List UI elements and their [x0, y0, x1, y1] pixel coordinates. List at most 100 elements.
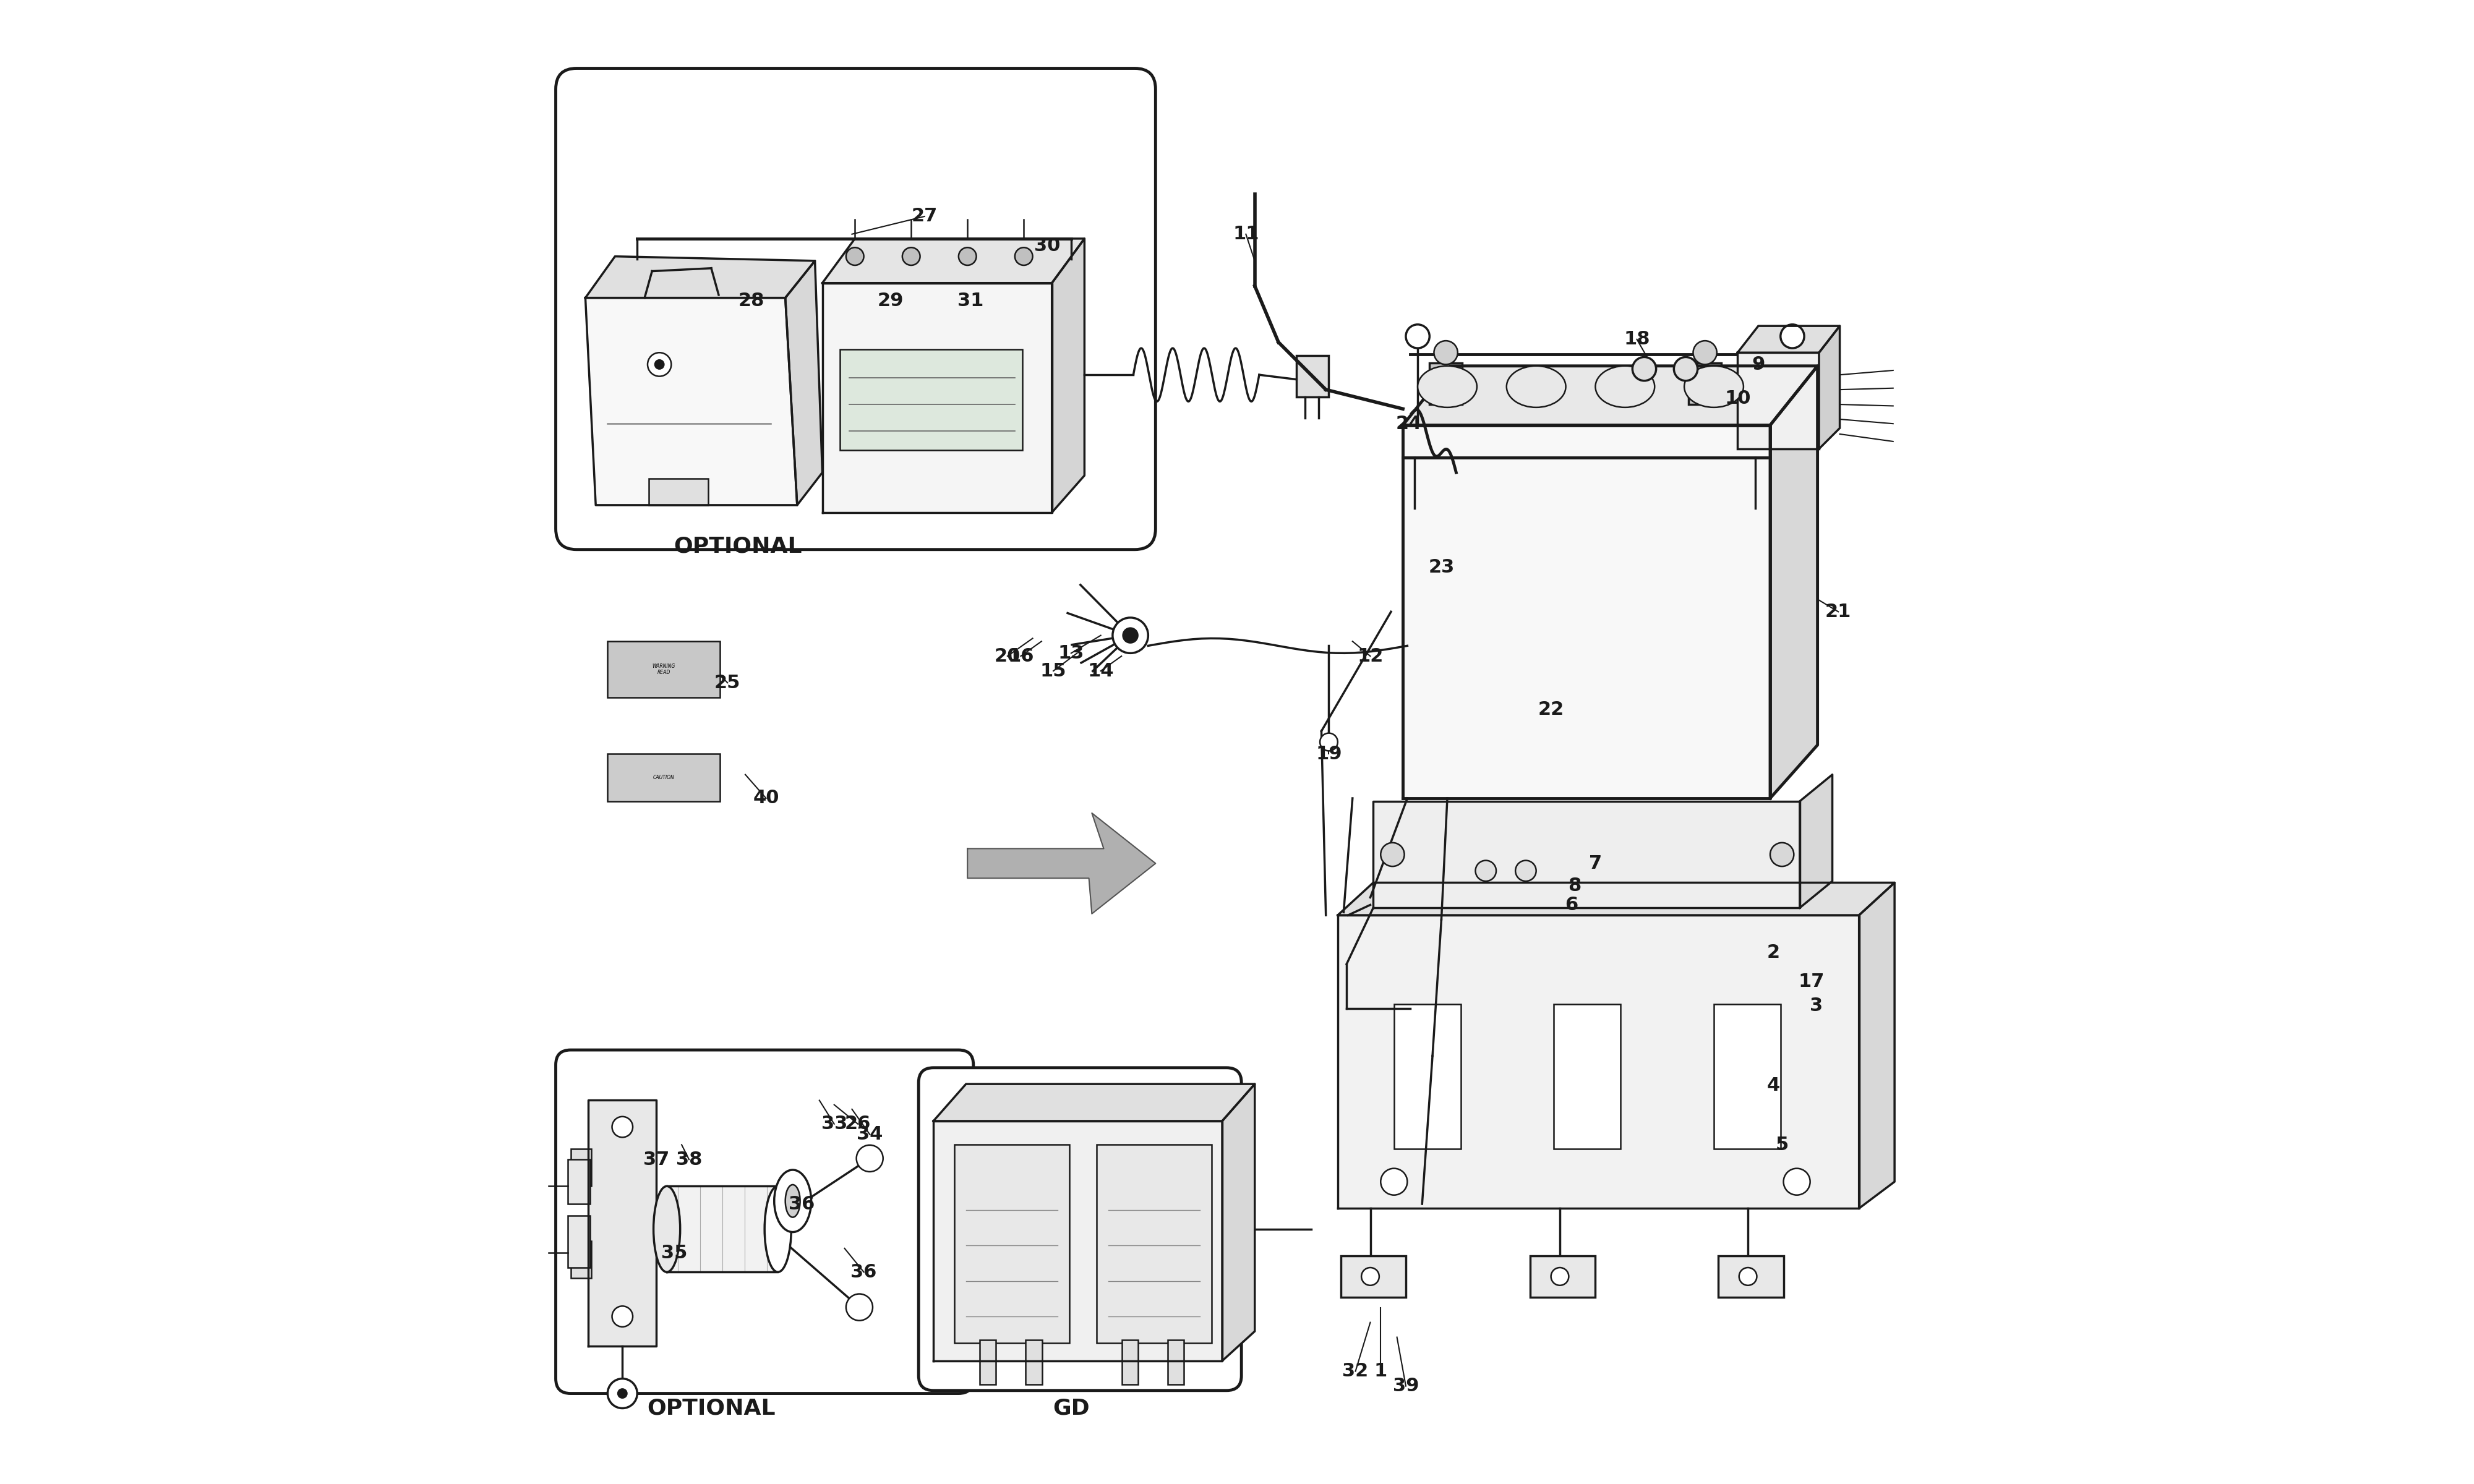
- Bar: [648, 478, 708, 505]
- Text: 20: 20: [995, 647, 1022, 665]
- Text: 21: 21: [1826, 603, 1851, 620]
- Text: 24: 24: [1395, 414, 1423, 433]
- FancyBboxPatch shape: [918, 1067, 1242, 1391]
- Bar: [567, 1159, 589, 1204]
- Bar: [609, 641, 720, 697]
- Text: 15: 15: [1039, 662, 1066, 680]
- Polygon shape: [1737, 326, 1841, 353]
- Bar: [1719, 1255, 1784, 1297]
- Polygon shape: [1403, 424, 1771, 798]
- Circle shape: [656, 361, 663, 370]
- Text: 5: 5: [1776, 1135, 1789, 1153]
- Polygon shape: [1338, 883, 1895, 916]
- Bar: [955, 1144, 1069, 1343]
- Polygon shape: [1403, 367, 1818, 424]
- Circle shape: [1405, 325, 1430, 349]
- Circle shape: [611, 1116, 633, 1137]
- Circle shape: [846, 1294, 873, 1321]
- Circle shape: [1781, 325, 1804, 349]
- Circle shape: [1475, 861, 1497, 881]
- Text: 17: 17: [1799, 974, 1826, 991]
- Text: OPTIONAL: OPTIONAL: [673, 536, 802, 556]
- Circle shape: [1113, 617, 1148, 653]
- Circle shape: [846, 248, 863, 266]
- Text: 32: 32: [1343, 1362, 1368, 1380]
- Circle shape: [648, 353, 670, 377]
- Polygon shape: [1818, 326, 1841, 448]
- Bar: [567, 1215, 589, 1267]
- Text: OPTIONAL: OPTIONAL: [648, 1398, 774, 1419]
- Polygon shape: [933, 1120, 1222, 1361]
- Text: 36: 36: [789, 1195, 814, 1212]
- Ellipse shape: [1685, 367, 1744, 408]
- Text: 37: 37: [643, 1150, 670, 1168]
- Text: 3: 3: [1808, 997, 1823, 1015]
- Circle shape: [609, 1379, 638, 1408]
- Polygon shape: [586, 257, 814, 298]
- Bar: [571, 1241, 591, 1278]
- Bar: [1027, 1340, 1042, 1385]
- Text: 36: 36: [851, 1263, 876, 1281]
- Text: 22: 22: [1539, 700, 1564, 718]
- Bar: [1430, 364, 1462, 405]
- Text: 33: 33: [821, 1114, 846, 1132]
- Text: 28: 28: [737, 292, 764, 310]
- Text: 10: 10: [1724, 389, 1752, 408]
- Bar: [1737, 353, 1818, 448]
- Polygon shape: [1051, 239, 1084, 512]
- Circle shape: [903, 248, 920, 266]
- Text: 11: 11: [1232, 226, 1259, 243]
- Polygon shape: [1771, 367, 1818, 798]
- Circle shape: [957, 248, 977, 266]
- Text: 40: 40: [752, 789, 779, 807]
- Ellipse shape: [1596, 367, 1655, 408]
- Text: 14: 14: [1089, 662, 1113, 680]
- Text: 23: 23: [1427, 558, 1455, 576]
- Text: 27: 27: [910, 208, 938, 226]
- Text: 29: 29: [878, 292, 903, 310]
- Ellipse shape: [774, 1169, 811, 1232]
- Bar: [1393, 1005, 1460, 1149]
- Polygon shape: [668, 1186, 777, 1272]
- Text: 19: 19: [1316, 745, 1341, 763]
- Text: 4: 4: [1766, 1076, 1779, 1095]
- Polygon shape: [821, 283, 1051, 512]
- Ellipse shape: [1507, 367, 1566, 408]
- Bar: [1121, 1340, 1138, 1385]
- Polygon shape: [1222, 1083, 1254, 1361]
- Circle shape: [618, 1389, 626, 1398]
- FancyBboxPatch shape: [557, 68, 1155, 549]
- Bar: [1531, 1255, 1596, 1297]
- Text: 9: 9: [1752, 356, 1764, 374]
- Bar: [1341, 1255, 1405, 1297]
- Ellipse shape: [653, 1186, 680, 1272]
- Bar: [1690, 364, 1722, 405]
- Circle shape: [1675, 358, 1697, 381]
- Circle shape: [856, 1146, 883, 1172]
- Bar: [1168, 1340, 1185, 1385]
- Bar: [1096, 1144, 1212, 1343]
- Circle shape: [1014, 248, 1032, 266]
- Circle shape: [1435, 341, 1457, 365]
- Bar: [1296, 356, 1329, 398]
- Polygon shape: [821, 239, 1084, 283]
- Ellipse shape: [1418, 367, 1477, 408]
- Text: 30: 30: [1034, 237, 1061, 255]
- Text: CAUTION: CAUTION: [653, 775, 675, 781]
- Text: 38: 38: [675, 1150, 703, 1168]
- Polygon shape: [1799, 775, 1833, 908]
- Bar: [609, 754, 720, 801]
- Bar: [1714, 1005, 1781, 1149]
- Text: WARNING
READ: WARNING READ: [653, 663, 675, 675]
- Text: 26: 26: [844, 1114, 871, 1132]
- Ellipse shape: [1771, 843, 1794, 867]
- Polygon shape: [1373, 801, 1799, 908]
- Text: 7: 7: [1588, 855, 1603, 873]
- Circle shape: [1692, 341, 1717, 365]
- Text: 13: 13: [1059, 644, 1084, 662]
- Circle shape: [1321, 733, 1338, 751]
- Bar: [841, 350, 1022, 450]
- Text: 25: 25: [715, 674, 740, 692]
- Polygon shape: [1338, 916, 1858, 1208]
- Text: 39: 39: [1393, 1377, 1420, 1395]
